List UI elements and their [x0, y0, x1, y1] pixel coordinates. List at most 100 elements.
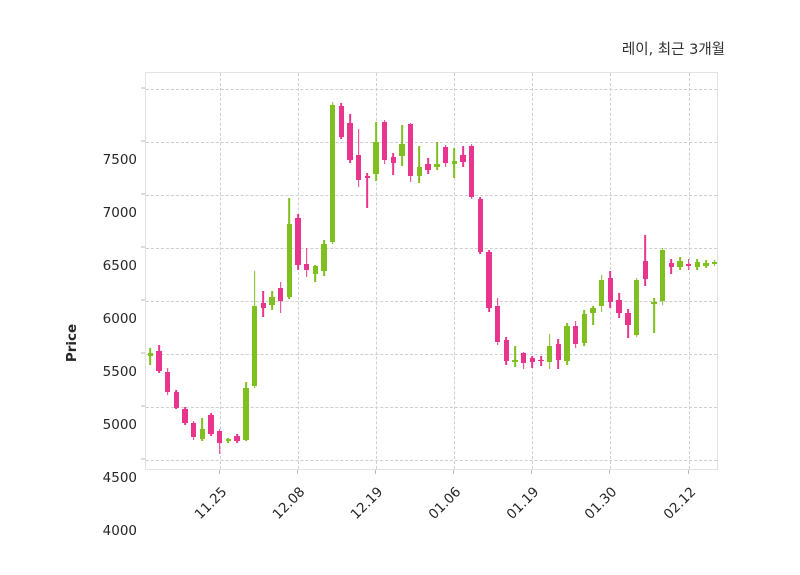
candle-body [338, 105, 345, 137]
y-tick-label: 7000 [102, 204, 137, 221]
candlestick [625, 73, 631, 469]
y-tick-mark [141, 405, 145, 407]
x-tick-label: 11.25 [191, 484, 231, 523]
candle-body [260, 303, 266, 308]
candlestick [295, 73, 301, 469]
candlestick [503, 73, 509, 469]
candlestick [477, 73, 483, 469]
candle-body [503, 340, 509, 361]
candle-body [234, 435, 240, 442]
candlestick [564, 73, 570, 469]
candle-body [625, 312, 631, 325]
x-tick-label: 01.30 [582, 484, 621, 523]
candle-body [607, 277, 614, 303]
candle-body [468, 146, 475, 198]
candle-body [156, 351, 162, 372]
candlestick [243, 73, 249, 469]
candlestick [494, 73, 501, 469]
candlestick [199, 73, 206, 469]
candlestick [425, 73, 431, 469]
candle-wick [653, 298, 655, 334]
candle-body [347, 122, 353, 161]
candlestick [642, 73, 648, 469]
candlestick [590, 73, 596, 469]
candle-body [547, 345, 553, 362]
candlestick [633, 73, 640, 469]
candle-wick [305, 248, 308, 277]
candlestick [303, 73, 310, 469]
candlestick [694, 73, 700, 469]
candlestick [373, 73, 379, 469]
candle-body [173, 392, 180, 409]
x-tick-label: 01.06 [425, 484, 465, 523]
candle-body [277, 288, 284, 302]
candle-body [573, 325, 579, 344]
gridline-horizontal [146, 141, 717, 143]
gridline-vertical [454, 73, 456, 469]
candlestick [329, 73, 336, 469]
candle-body [191, 423, 197, 438]
candle-body [208, 414, 214, 434]
candlestick [321, 73, 327, 469]
candle-wick [392, 152, 395, 175]
candle-body [295, 218, 301, 266]
candle-body [694, 261, 700, 268]
candle-wick [540, 356, 542, 366]
candlestick [607, 73, 614, 469]
candlestick [147, 73, 154, 469]
candle-wick [314, 265, 317, 283]
candlestick [651, 73, 657, 469]
y-tick-mark [141, 87, 145, 89]
candlestick [182, 73, 188, 469]
candle-body [165, 372, 171, 393]
gridline-vertical [376, 73, 378, 469]
x-axis: 11.25 12.08 12.19 01.06 01.19 01.30 02.12 [145, 470, 718, 570]
grid-lines [146, 73, 717, 469]
candle-body [451, 161, 457, 165]
candle-body [434, 164, 440, 168]
candle-body [677, 260, 683, 268]
candle-body [408, 123, 414, 176]
candlestick [312, 73, 318, 469]
candle-body [599, 279, 605, 307]
x-tick-mark [375, 470, 377, 474]
candle-body [303, 264, 310, 271]
y-tick-mark [141, 193, 145, 195]
candle-body [269, 296, 275, 306]
candle-body [651, 302, 657, 305]
candle-body [373, 141, 379, 174]
candlestick [547, 73, 553, 469]
candlestick [390, 73, 397, 469]
candle-body [329, 104, 336, 242]
y-tick-mark [141, 299, 145, 301]
candlestick [538, 73, 544, 469]
candlestick [277, 73, 284, 469]
candle-wick [366, 172, 369, 208]
candlestick [338, 73, 345, 469]
candlestick [434, 73, 440, 469]
x-tick-mark [609, 470, 611, 474]
candle-body [529, 358, 536, 362]
candle-body [225, 439, 232, 442]
y-tick-label: 4500 [102, 470, 137, 487]
gridline-vertical [610, 73, 612, 469]
candle-body [486, 252, 492, 308]
candle-body [659, 250, 666, 302]
candlestick [364, 73, 371, 469]
y-tick-label: 5000 [102, 417, 137, 434]
candle-body [382, 121, 388, 161]
candlestick [512, 73, 518, 469]
candle-body [425, 164, 431, 170]
candle-body [633, 279, 640, 336]
candlestick [251, 73, 258, 469]
gridline-vertical [688, 73, 690, 469]
candlestick [711, 73, 717, 469]
candle-body [555, 343, 562, 360]
candle-body [642, 260, 648, 279]
candlestick [191, 73, 197, 469]
y-tick-mark [141, 352, 145, 354]
candle-body [286, 223, 292, 297]
candlestick [451, 73, 457, 469]
candle-body [199, 428, 206, 440]
